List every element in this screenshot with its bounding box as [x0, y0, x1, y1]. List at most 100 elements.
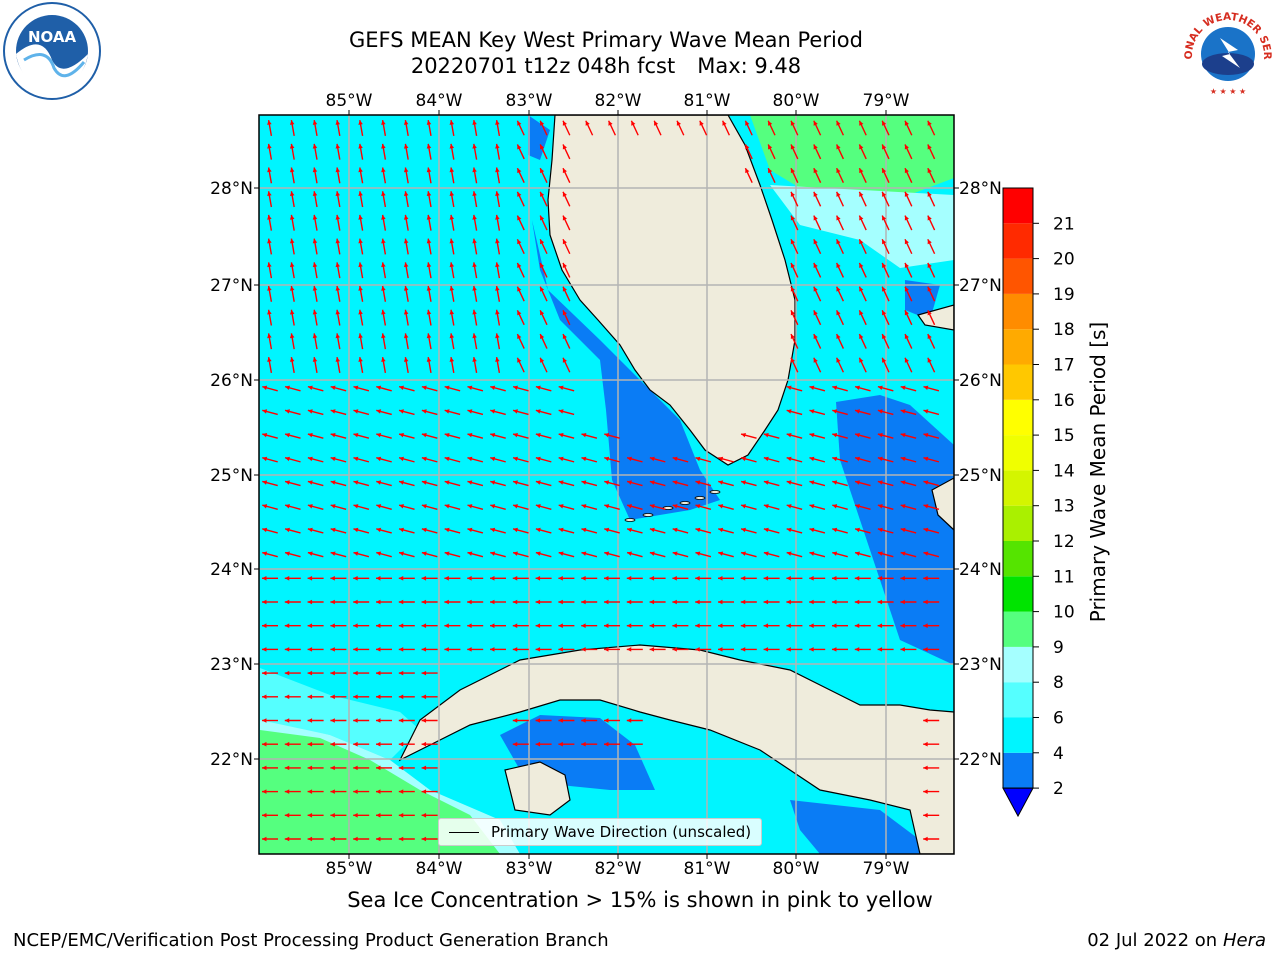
direction-arrowhead	[904, 239, 909, 245]
direction-arrowhead	[426, 309, 432, 315]
direction-arrowhead	[513, 432, 518, 438]
direction-arrowhead	[562, 262, 567, 268]
direction-arrowhead	[882, 168, 887, 174]
direction-arrowhead	[740, 576, 746, 581]
direction-arrowhead	[307, 409, 313, 414]
direction-arrowhead	[490, 480, 496, 485]
direction-arrowhead	[376, 432, 382, 438]
direction-arrowhead	[923, 599, 928, 605]
direction-arrowhead	[927, 286, 932, 292]
direction-arrowhead	[330, 789, 335, 794]
direction-arrowhead	[517, 144, 522, 150]
direction-arrowhead	[904, 168, 909, 174]
direction-arrowhead	[307, 718, 313, 723]
direction-arrowhead	[472, 262, 477, 268]
direction-arrowhead	[923, 836, 928, 842]
direction-arrowhead	[562, 215, 567, 221]
direction-arrowhead	[809, 599, 814, 605]
colorbar-segment	[1003, 329, 1033, 365]
colorbar-segment	[1003, 470, 1033, 506]
direction-arrowhead	[649, 599, 655, 605]
direction-arrowhead	[558, 551, 564, 556]
direction-arrowhead	[421, 765, 427, 771]
direction-arrowhead	[763, 480, 769, 485]
direction-arrowhead	[859, 191, 864, 197]
direction-arrowhead	[376, 647, 381, 652]
direction-arrowhead	[923, 551, 929, 556]
direction-arrowhead	[330, 551, 336, 556]
direction-arrowhead	[900, 599, 905, 605]
direction-arrowhead	[877, 551, 883, 556]
direction-arrowhead	[376, 718, 381, 723]
direction-arrowhead	[267, 120, 272, 125]
colorbar-segment	[1003, 541, 1033, 577]
direction-arrowhead	[267, 238, 272, 244]
direction-arrowhead	[626, 741, 632, 747]
max-value: Max: 9.48	[697, 54, 802, 78]
direction-arrowhead	[330, 765, 335, 771]
direction-arrowhead	[262, 385, 268, 390]
colorbar-tick-label: 19	[1053, 285, 1075, 305]
y-tick-label-left: 25°N	[210, 466, 253, 486]
direction-arrowhead	[832, 409, 838, 414]
colorbar-tick-label: 12	[1053, 532, 1075, 552]
x-tick-label-bottom: 81°W	[684, 859, 731, 879]
direction-arrowhead	[786, 527, 792, 533]
direction-arrowhead	[695, 599, 700, 605]
direction-arrowhead	[467, 599, 472, 605]
direction-arrowhead	[358, 262, 363, 268]
direction-arrowhead	[267, 309, 272, 315]
direction-arrowhead	[877, 647, 883, 652]
direction-arrowhead	[307, 741, 313, 747]
direction-arrowhead	[403, 309, 409, 315]
direction-arrowhead	[381, 120, 386, 125]
direction-arrowhead	[284, 789, 290, 794]
direction-arrowhead	[882, 357, 887, 363]
direction-arrowhead	[312, 167, 318, 173]
direction-arrowhead	[444, 647, 449, 652]
direction-arrowhead	[695, 551, 701, 556]
colorbar: 2 4 6 8 9 10 11 12 13 14 15 16 17 18 19 20 21	[1002, 187, 1075, 818]
direction-arrowhead	[558, 480, 564, 485]
direction-arrowhead	[627, 527, 632, 533]
direction-arrowhead	[923, 813, 928, 818]
direction-arrowhead	[512, 741, 518, 747]
direction-arrowhead	[403, 262, 409, 268]
direction-arrowhead	[262, 480, 268, 485]
direction-arrowhead	[718, 647, 723, 652]
direction-arrowhead	[262, 599, 267, 605]
direction-arrowhead	[877, 409, 883, 414]
direction-arrowhead	[307, 576, 313, 581]
direction-arrowhead	[672, 647, 677, 652]
direction-arrowhead	[398, 576, 404, 581]
direction-arrowhead	[330, 385, 336, 390]
direction-arrowhead	[832, 504, 838, 509]
direction-arrowhead	[768, 144, 773, 150]
direction-arrowhead	[289, 214, 295, 220]
direction-arrowhead	[495, 143, 500, 149]
direction-arrowhead	[381, 309, 386, 315]
contour-region	[790, 800, 954, 854]
direction-arrowhead	[267, 191, 272, 197]
direction-arrowhead	[859, 334, 864, 340]
direction-arrowhead	[398, 694, 404, 700]
direction-arrowhead	[855, 409, 860, 414]
direction-arrowhead	[426, 333, 432, 339]
direction-arrowhead	[399, 456, 404, 462]
direction-arrowhead	[284, 836, 290, 842]
direction-arrowhead	[604, 647, 609, 652]
footer-host: Hera	[1222, 930, 1266, 951]
direction-arrowhead	[900, 527, 906, 533]
colorbar-segment	[1003, 682, 1033, 718]
direction-arrowhead	[540, 310, 545, 316]
direction-arrowhead	[513, 527, 518, 533]
direction-arrowhead	[745, 144, 750, 150]
direction-arrowhead	[353, 623, 358, 628]
direction-arrowhead	[558, 623, 563, 628]
direction-arrowhead	[472, 357, 477, 362]
direction-arrowhead	[495, 214, 500, 220]
direction-arrowhead	[335, 333, 341, 339]
direction-arrowhead	[472, 143, 477, 149]
direction-arrowhead	[398, 670, 404, 676]
direction-arrowhead	[626, 647, 632, 652]
